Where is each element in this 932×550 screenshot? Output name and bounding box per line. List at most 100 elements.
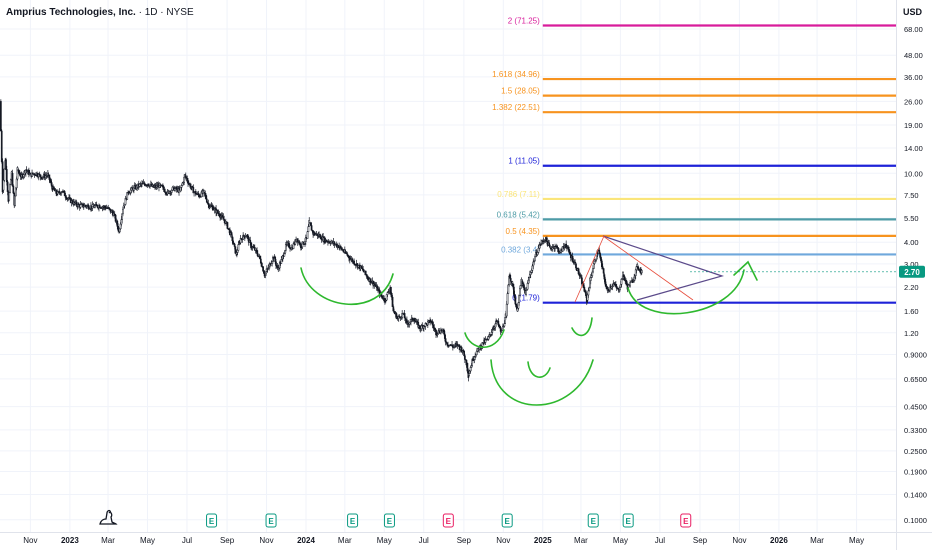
time-tick-label: 2024: [297, 536, 315, 545]
candle-body: [390, 286, 392, 294]
candle-body: [569, 252, 571, 255]
price-tick-label: 0.1400: [904, 490, 927, 499]
fib-level-label: 1.5 (28.05): [501, 87, 540, 96]
time-tick-label: Nov: [23, 536, 37, 545]
price-tick-label: 0.9000: [904, 350, 927, 359]
candle-body: [9, 184, 11, 193]
candle-body: [438, 330, 441, 333]
candle-body: [532, 261, 535, 267]
time-axis[interactable]: Nov 2023 Mar May Jul Sep Nov 2024 Mar May Jul Sep No…: [23, 536, 864, 545]
candle-body: [463, 350, 465, 357]
candle-body: [503, 323, 506, 327]
time-tick-label: Jul: [182, 536, 192, 545]
green-arc-drawing: [627, 269, 745, 315]
fib-extension-levels[interactable]: 2 (71.25) 1.618 (34.96) 1.5 (28.05) 1.382 (…: [492, 17, 896, 304]
candle-body: [12, 185, 15, 194]
candle-body: [444, 338, 447, 343]
candle-body: [629, 282, 631, 287]
fib-level-label: 0 (1.79): [512, 294, 540, 303]
candle-body: [340, 247, 343, 250]
candle-body: [121, 213, 123, 220]
candle-body: [123, 204, 126, 207]
candle-body: [369, 278, 372, 283]
fib-level-label: 1 (11.05): [508, 157, 540, 166]
candle-body: [309, 222, 312, 226]
candle-body: [630, 281, 632, 283]
candle-body: [354, 264, 357, 266]
time-tick-label: Sep: [457, 536, 472, 545]
candle-body: [230, 232, 233, 236]
candle-body: [514, 297, 517, 305]
candle-body: [180, 185, 183, 188]
candle-body: [11, 173, 14, 187]
candle-body: [401, 313, 404, 318]
candle-body: [410, 319, 412, 323]
candle-body: [511, 281, 514, 284]
candle-body: [586, 294, 589, 301]
time-tick-label: Nov: [496, 536, 510, 545]
green-arc-drawing: [300, 267, 394, 306]
candle-body: [162, 186, 165, 190]
candle-body: [601, 266, 604, 269]
time-tick-label: Mar: [338, 536, 352, 545]
earnings-marker-label: E: [683, 517, 689, 526]
tradingview-logo-icon[interactable]: [98, 508, 118, 531]
candle-body: [5, 169, 8, 183]
last-price-tag: [899, 265, 925, 278]
time-tick-label: Mar: [101, 536, 115, 545]
price-axis[interactable]: 68.00 48.00 36.00 26.00 19.00 14.00 10.00 7.50 5…: [899, 25, 927, 525]
candle-body: [333, 241, 336, 245]
fib-level-label: 0.5 (4.35): [506, 227, 541, 236]
candle-body: [60, 192, 63, 195]
candle-body: [554, 246, 556, 249]
candle-body: [172, 185, 175, 188]
candle-body: [0, 130, 3, 162]
candle-body: [122, 205, 125, 209]
candle-body: [222, 216, 225, 220]
candle-body: [119, 223, 122, 230]
candle-body: [519, 285, 522, 289]
price-tick-label: 36.00: [904, 73, 923, 82]
candle-body: [549, 245, 551, 248]
candle-body: [600, 257, 602, 262]
candle-body: [491, 330, 494, 333]
candle-body: [1, 161, 4, 193]
candle-body: [256, 253, 259, 257]
time-tick-label: Nov: [259, 536, 273, 545]
candle-body: [163, 189, 166, 193]
candle-body: [202, 189, 205, 192]
currency-label[interactable]: USD: [902, 7, 922, 17]
candle-body: [96, 205, 99, 208]
candle-body: [640, 270, 643, 274]
candle-body: [353, 260, 355, 265]
earnings-marker: [680, 513, 692, 528]
candle-body: [529, 272, 532, 275]
candle-body: [274, 256, 277, 262]
time-axis-separator: [0, 532, 932, 533]
earnings-marker-label: E: [446, 517, 452, 526]
symbol-title[interactable]: Amprius Technologies, Inc. · 1D · NYSE: [6, 7, 194, 18]
candle-body: [599, 253, 601, 258]
candle-body: [346, 253, 349, 256]
earnings-marker: [347, 513, 359, 528]
candle-body: [360, 265, 363, 269]
candle-body: [120, 219, 123, 225]
candle-body: [446, 342, 449, 346]
user-drawings[interactable]: [300, 235, 896, 406]
candle-body: [403, 313, 406, 319]
candle-body: [194, 191, 197, 195]
candle-body: [443, 329, 445, 335]
candle-body: [18, 170, 20, 174]
price-tick-label: 19.00: [904, 121, 923, 130]
candle-body: [307, 226, 310, 232]
earnings-marker-label: E: [505, 517, 511, 526]
time-tick-label: Sep: [220, 536, 235, 545]
candle-body: [343, 249, 346, 253]
price-tick-label: 10.00: [904, 169, 923, 178]
candle-body: [170, 189, 173, 193]
candle-body: [292, 243, 295, 249]
fib-level-label: 1.618 (34.96): [492, 70, 540, 79]
candle-body: [466, 363, 469, 372]
